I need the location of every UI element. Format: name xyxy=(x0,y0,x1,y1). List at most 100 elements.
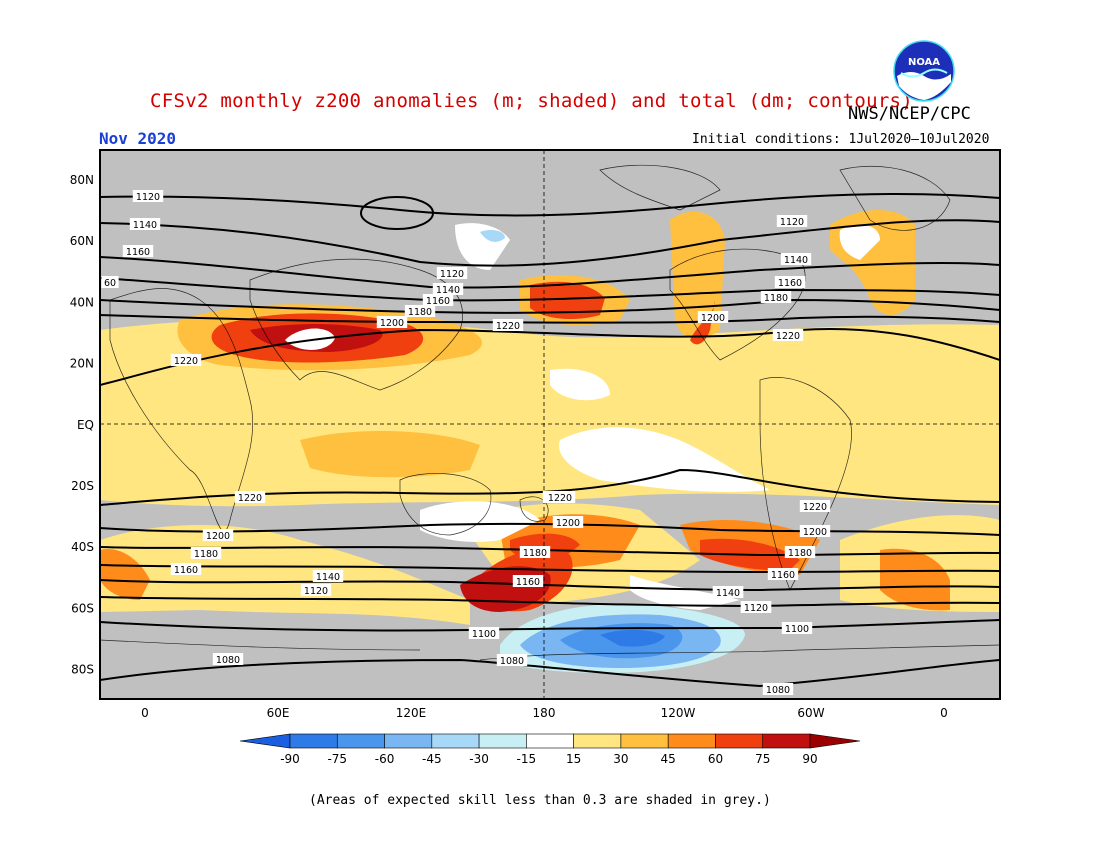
contour-label: 1220 xyxy=(234,491,266,504)
contour-label: 1180 xyxy=(190,547,222,560)
contour-label: 1140 xyxy=(780,253,812,266)
svg-text:1180: 1180 xyxy=(408,307,432,318)
contour-label: 1220 xyxy=(170,354,202,367)
svg-text:1220: 1220 xyxy=(496,321,520,332)
colorbar-arrow-high xyxy=(809,733,861,749)
initial-conditions: Initial conditions: 1Jul2020–10Jul2020 xyxy=(692,132,990,147)
lat-tick-label: 20N xyxy=(70,357,94,371)
svg-text:1120: 1120 xyxy=(780,217,804,228)
svg-text:1140: 1140 xyxy=(716,588,740,599)
skill-footnote: (Areas of expected skill less than 0.3 a… xyxy=(309,793,771,808)
lon-tick-label: 60W xyxy=(797,706,824,720)
svg-text:1100: 1100 xyxy=(785,624,809,635)
contour-label: 1180 xyxy=(404,305,436,318)
svg-text:1180: 1180 xyxy=(523,548,547,559)
contour-label: 1200 xyxy=(799,525,831,538)
forecast-period: Nov 2020 xyxy=(99,129,177,148)
contour-label: 1220 xyxy=(799,500,831,513)
colorbar-segment xyxy=(526,733,574,749)
colorbar-label: 75 xyxy=(755,752,770,766)
lon-tick-label: 0 xyxy=(141,706,149,720)
colorbar: -90 -75 -60 -45 -30 -15 15 30 45 60 75 90 xyxy=(239,733,861,766)
colorbar-segment xyxy=(336,733,385,749)
colorbar-segment xyxy=(715,733,764,749)
svg-text:1220: 1220 xyxy=(776,331,800,342)
colorbar-label: -60 xyxy=(375,752,395,766)
contour-label: 1120 xyxy=(776,215,808,228)
agency-label: NWS/NCEP/CPC xyxy=(848,104,971,124)
contour-label: 1120 xyxy=(300,584,332,597)
map-frame xyxy=(99,149,1001,700)
svg-text:1140: 1140 xyxy=(133,220,157,231)
svg-text:1220: 1220 xyxy=(174,356,198,367)
contour-label: 1200 xyxy=(697,311,729,324)
contour-label: 1200 xyxy=(376,316,408,329)
svg-text:1100: 1100 xyxy=(472,629,496,640)
lat-tick-label: 80N xyxy=(70,173,94,187)
contour-label: 1140 xyxy=(129,218,161,231)
lon-tick-label: 120W xyxy=(661,706,696,720)
latitude-axis: 80N 60N 40N 20N EQ 20S 40S 60S 80S xyxy=(70,173,94,677)
lat-tick-label: 40S xyxy=(71,540,94,554)
svg-text:1160: 1160 xyxy=(771,570,795,581)
svg-text:1120: 1120 xyxy=(136,192,160,203)
lat-tick-label: 60S xyxy=(71,601,94,615)
contour-label: 1180 xyxy=(784,546,816,559)
colorbar-label: 45 xyxy=(661,752,676,766)
svg-text:1120: 1120 xyxy=(440,269,464,280)
lat-tick-label: 80S xyxy=(71,663,94,677)
colorbar-segment xyxy=(667,733,716,749)
colorbar-label: 60 xyxy=(708,752,723,766)
lat-tick-label: 40N xyxy=(70,295,94,309)
svg-text:1180: 1180 xyxy=(764,293,788,304)
svg-text:1220: 1220 xyxy=(803,502,827,513)
svg-text:1220: 1220 xyxy=(548,493,572,504)
svg-text:1180: 1180 xyxy=(788,548,812,559)
svg-text:1160: 1160 xyxy=(426,296,450,307)
svg-text:1160: 1160 xyxy=(516,577,540,588)
lat-tick-label: 20S xyxy=(71,479,94,493)
contour-label: 1100 xyxy=(781,622,813,635)
contour-label: 1080 xyxy=(496,654,528,667)
colorbar-segment xyxy=(289,733,338,749)
svg-text:1140: 1140 xyxy=(316,572,340,583)
contour-label: 1220 xyxy=(772,329,804,342)
contour-label: 1140 xyxy=(432,283,464,296)
svg-text:1140: 1140 xyxy=(436,285,460,296)
colorbar-label: 90 xyxy=(802,752,817,766)
colorbar-label: -45 xyxy=(422,752,442,766)
colorbar-segment xyxy=(762,733,811,749)
lon-tick-label: 180 xyxy=(533,706,556,720)
colorbar-label: -15 xyxy=(517,752,537,766)
colorbar-segment xyxy=(620,733,669,749)
contour-label: 1200 xyxy=(202,529,234,542)
contour-label: 1160 xyxy=(767,568,799,581)
contour-label-group: 1120114011606011201140116011801200122012… xyxy=(101,190,831,696)
noaa-logo: NOAA xyxy=(893,40,955,102)
contour-label: 1140 xyxy=(712,586,744,599)
colorbar-label: -30 xyxy=(469,752,489,766)
svg-text:1080: 1080 xyxy=(216,655,240,666)
contour-label: 1180 xyxy=(760,291,792,304)
contour-label: 1160 xyxy=(774,276,806,289)
lon-tick-label: 0 xyxy=(940,706,948,720)
svg-text:1160: 1160 xyxy=(174,565,198,576)
contour-label: 1160 xyxy=(422,294,454,307)
contour-label: 1200 xyxy=(552,516,584,529)
svg-text:1080: 1080 xyxy=(766,685,790,696)
svg-text:1200: 1200 xyxy=(556,518,580,529)
svg-text:1160: 1160 xyxy=(778,278,802,289)
grid-lines xyxy=(100,150,1000,699)
colorbar-label: -90 xyxy=(280,752,300,766)
svg-text:1160: 1160 xyxy=(126,247,150,258)
contour-label: 1120 xyxy=(740,601,772,614)
contour-label: 1080 xyxy=(762,683,794,696)
colorbar-label: 15 xyxy=(566,752,581,766)
height-contours xyxy=(100,193,1000,688)
contour-label: 1120 xyxy=(436,267,468,280)
svg-text:60: 60 xyxy=(104,278,116,289)
colorbar-label: 30 xyxy=(613,752,628,766)
colorbar-label: -75 xyxy=(327,752,347,766)
colorbar-segment xyxy=(573,733,622,749)
